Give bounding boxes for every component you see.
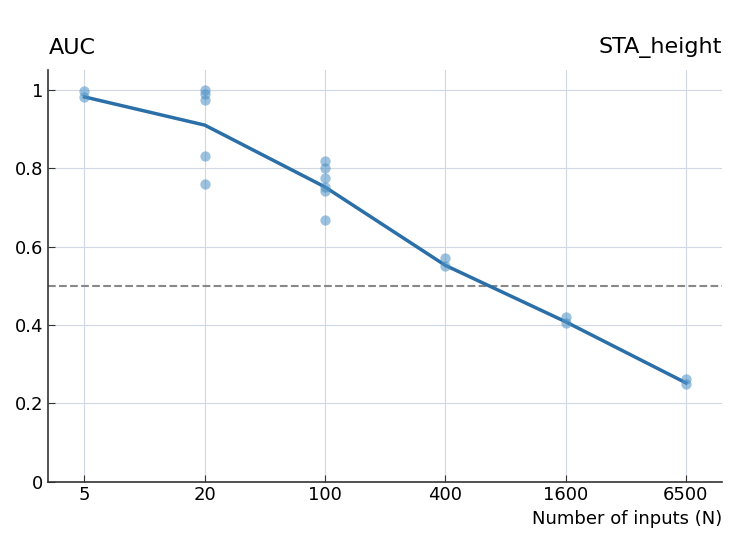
Text: STA_height: STA_height bbox=[598, 37, 722, 58]
Point bbox=[319, 186, 331, 195]
Point bbox=[199, 151, 211, 160]
Point bbox=[199, 180, 211, 188]
Point bbox=[559, 313, 571, 321]
Point bbox=[199, 90, 211, 98]
Text: AUC: AUC bbox=[49, 38, 95, 58]
Point bbox=[319, 174, 331, 182]
Point bbox=[439, 262, 451, 270]
Point bbox=[79, 92, 91, 101]
Point bbox=[319, 182, 331, 191]
Point bbox=[199, 85, 211, 94]
Point bbox=[199, 96, 211, 104]
Point bbox=[559, 319, 571, 327]
Point bbox=[319, 157, 331, 166]
Point bbox=[439, 253, 451, 262]
Point bbox=[319, 216, 331, 224]
X-axis label: Number of inputs (N): Number of inputs (N) bbox=[532, 510, 722, 528]
Point bbox=[680, 380, 692, 389]
Point bbox=[680, 375, 692, 383]
Point bbox=[79, 86, 91, 95]
Point bbox=[319, 164, 331, 173]
